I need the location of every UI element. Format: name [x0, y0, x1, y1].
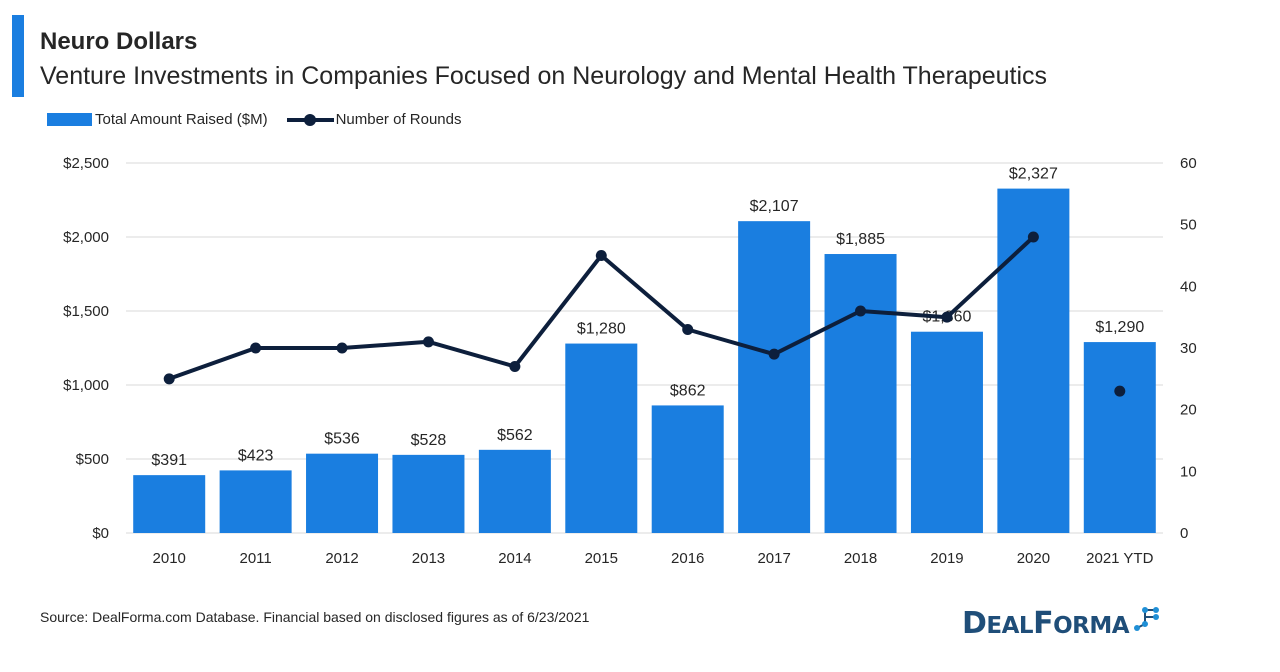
x-tick-label: 2012 [325, 550, 358, 567]
bar [565, 343, 638, 533]
bar [306, 453, 379, 533]
bar-value-label: $1,885 [836, 231, 885, 248]
source-note: Source: DealForma.com Database. Financia… [40, 609, 590, 625]
x-tick-label: 2014 [498, 550, 531, 567]
legend-item-amount: Total Amount Raised ($M) [47, 111, 268, 128]
y-left-tick-label: $0 [92, 525, 109, 542]
x-tick-label: 2015 [585, 550, 618, 567]
bar-value-label: $2,327 [1009, 166, 1058, 183]
chart-subtitle: Venture Investments in Companies Focused… [40, 62, 1048, 90]
rounds-point [1027, 231, 1039, 243]
bar [738, 221, 811, 533]
rounds-point [682, 324, 694, 335]
bar [651, 405, 724, 533]
bar-value-label: $528 [411, 432, 447, 449]
rounds-point [855, 305, 867, 317]
rounds-line [163, 231, 1126, 397]
bar-value-label: $562 [497, 427, 533, 444]
x-tick-label: 2010 [153, 550, 186, 567]
x-tick-label: 2011 [239, 550, 271, 567]
x-tick-label: 2013 [412, 550, 445, 567]
bar [478, 449, 551, 533]
bar-value-label: $423 [238, 447, 274, 464]
bar-value-label: $536 [324, 431, 360, 448]
y-right-tick-label: 40 [1180, 278, 1197, 295]
legend-label-amount: Total Amount Raised ($M) [95, 110, 268, 128]
bar [997, 188, 1070, 533]
bar [392, 454, 465, 533]
y-left-tick-label: $2,000 [63, 229, 109, 246]
logo-network-icon [1134, 607, 1160, 631]
bar [910, 331, 983, 533]
rounds-point [509, 361, 521, 372]
x-tick-label: 2020 [1017, 550, 1050, 567]
legend-bar-swatch [47, 112, 92, 126]
legend: Total Amount Raised ($M) Number of Round… [47, 108, 461, 130]
rounds-point [163, 373, 175, 385]
bars [133, 188, 1156, 533]
x-tick-label: 2016 [671, 550, 704, 567]
bar [1083, 342, 1156, 533]
bar [824, 254, 897, 533]
y-left-tick-label: $1,000 [63, 377, 109, 394]
y-right-tick-label: 60 [1180, 155, 1197, 172]
rounds-point [595, 250, 607, 261]
bar-value-label: $1,290 [1095, 319, 1144, 336]
y-right-tick-label: 30 [1180, 340, 1197, 357]
axes: $0 $500 $1,000 $1,500 $2,000 $2,500 0 10 20 30 40 5… [63, 155, 1197, 567]
dealforma-logo: DEALFORMA [962, 604, 1161, 644]
logo-text: DEALFORMA [962, 606, 1130, 641]
rounds-point [336, 342, 348, 354]
y-right-tick-label: 0 [1180, 525, 1188, 542]
x-tick-label: 2021 YTD [1086, 550, 1153, 567]
y-right-tick-label: 10 [1180, 463, 1197, 480]
rounds-point [941, 311, 953, 323]
bar [219, 470, 292, 533]
chart-title: Neuro Dollars [40, 28, 198, 55]
y-left-tick-label: $500 [76, 451, 109, 468]
x-tick-label: 2019 [930, 550, 963, 567]
gridlines [126, 162, 1163, 534]
rounds-point [422, 336, 434, 348]
legend-line-swatch [286, 113, 334, 126]
chart-plot: $391 $423 $536 $528 $562 $1,280 $862 $2,107 $1,8… [63, 155, 1197, 567]
x-tick-label: 2017 [757, 550, 790, 567]
rounds-point [768, 348, 780, 360]
bar-value-label: $862 [670, 382, 706, 399]
bar-value-label: $391 [151, 452, 187, 469]
y-right-tick-label: 50 [1180, 217, 1197, 234]
y-left-tick-label: $2,500 [63, 155, 109, 172]
rounds-point [1114, 385, 1126, 397]
x-tick-label: 2018 [844, 550, 877, 567]
bar-value-label: $1,280 [577, 321, 626, 338]
y-right-tick-label: 20 [1180, 402, 1197, 419]
legend-item-rounds: Number of Rounds [268, 110, 462, 128]
legend-label-rounds: Number of Rounds [335, 110, 462, 128]
bar-value-label: $2,107 [750, 198, 799, 215]
bar-value-labels: $391 $423 $536 $528 $562 $1,280 $862 $2,107 $1,8… [151, 166, 1144, 470]
rounds-point [250, 342, 262, 354]
title-accent-bar [12, 15, 24, 97]
bar [133, 475, 206, 533]
y-left-tick-label: $1,500 [63, 303, 109, 320]
